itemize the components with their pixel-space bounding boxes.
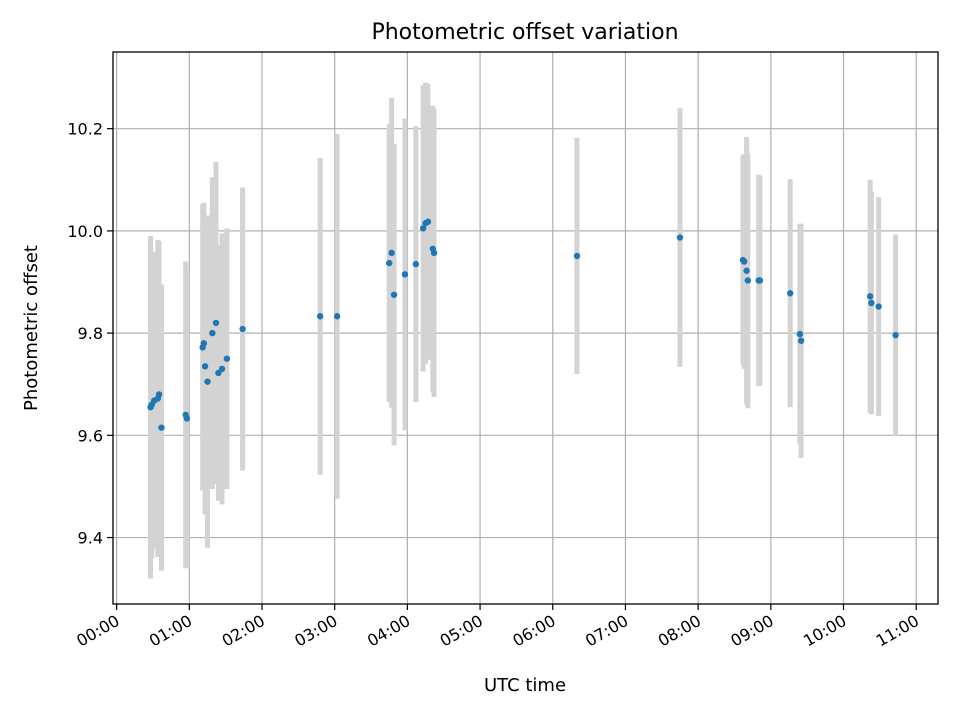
data-point xyxy=(796,330,804,338)
data-point xyxy=(875,303,882,310)
x-tick-label: 05:00 xyxy=(437,611,486,651)
plot-frame xyxy=(112,51,939,605)
x-tick-label: 08:00 xyxy=(655,611,704,651)
x-tick-label: 10:00 xyxy=(800,611,849,651)
data-point xyxy=(204,378,211,385)
y-axis-ticks: 9.4 9.6 9.8 10.0 10.2 xyxy=(67,120,113,548)
data-point xyxy=(212,319,220,327)
data-point xyxy=(158,424,165,431)
data-point xyxy=(155,391,163,398)
data-point xyxy=(866,293,874,300)
data-point xyxy=(390,291,398,298)
x-tick-label: 01:00 xyxy=(146,611,195,651)
data-point xyxy=(676,234,684,241)
data-point xyxy=(401,271,409,278)
x-axis-label: UTC time xyxy=(484,675,566,696)
x-tick-label: 00:00 xyxy=(73,611,122,651)
data-point xyxy=(787,290,794,297)
grid xyxy=(113,52,938,604)
data-point xyxy=(868,299,875,307)
y-tick-label: 10.0 xyxy=(67,222,103,241)
data-point xyxy=(424,218,432,225)
y-tick-label: 10.2 xyxy=(67,120,103,139)
data-point xyxy=(316,313,324,320)
data-point xyxy=(201,363,209,370)
x-tick-label: 02:00 xyxy=(219,611,268,651)
data-point xyxy=(386,259,393,267)
y-tick-label: 9.4 xyxy=(78,529,103,548)
data-point xyxy=(200,340,208,347)
x-tick-label: 07:00 xyxy=(582,611,631,651)
data-point xyxy=(797,337,805,344)
x-tick-label: 04:00 xyxy=(364,611,413,651)
data-point xyxy=(215,369,222,377)
y-axis-label: Photometric offset xyxy=(21,245,42,411)
data-points xyxy=(147,218,899,431)
x-tick-label: 11:00 xyxy=(873,611,922,651)
x-axis-ticks: 00:00 01:00 02:00 03:00 04:00 05:00 06:00 07:00… xyxy=(73,604,922,651)
data-point xyxy=(573,252,581,260)
data-point xyxy=(388,249,395,257)
data-point xyxy=(744,277,752,284)
data-point xyxy=(209,329,216,337)
data-point xyxy=(223,355,231,362)
y-tick-label: 9.8 xyxy=(78,324,103,343)
data-point xyxy=(183,415,191,422)
data-point xyxy=(756,277,764,284)
data-point xyxy=(333,313,341,320)
data-point xyxy=(430,249,438,257)
data-point xyxy=(892,331,899,339)
data-point xyxy=(218,365,226,373)
data-point xyxy=(239,325,246,333)
x-tick-label: 03:00 xyxy=(291,611,340,651)
data-point xyxy=(740,258,748,265)
data-point xyxy=(412,260,420,268)
data-point xyxy=(743,267,750,274)
x-tick-label: 06:00 xyxy=(509,611,558,651)
x-tick-label: 09:00 xyxy=(727,611,776,651)
data-point xyxy=(419,225,427,232)
y-tick-label: 9.6 xyxy=(78,426,103,445)
chart-title: Photometric offset variation xyxy=(371,20,678,45)
